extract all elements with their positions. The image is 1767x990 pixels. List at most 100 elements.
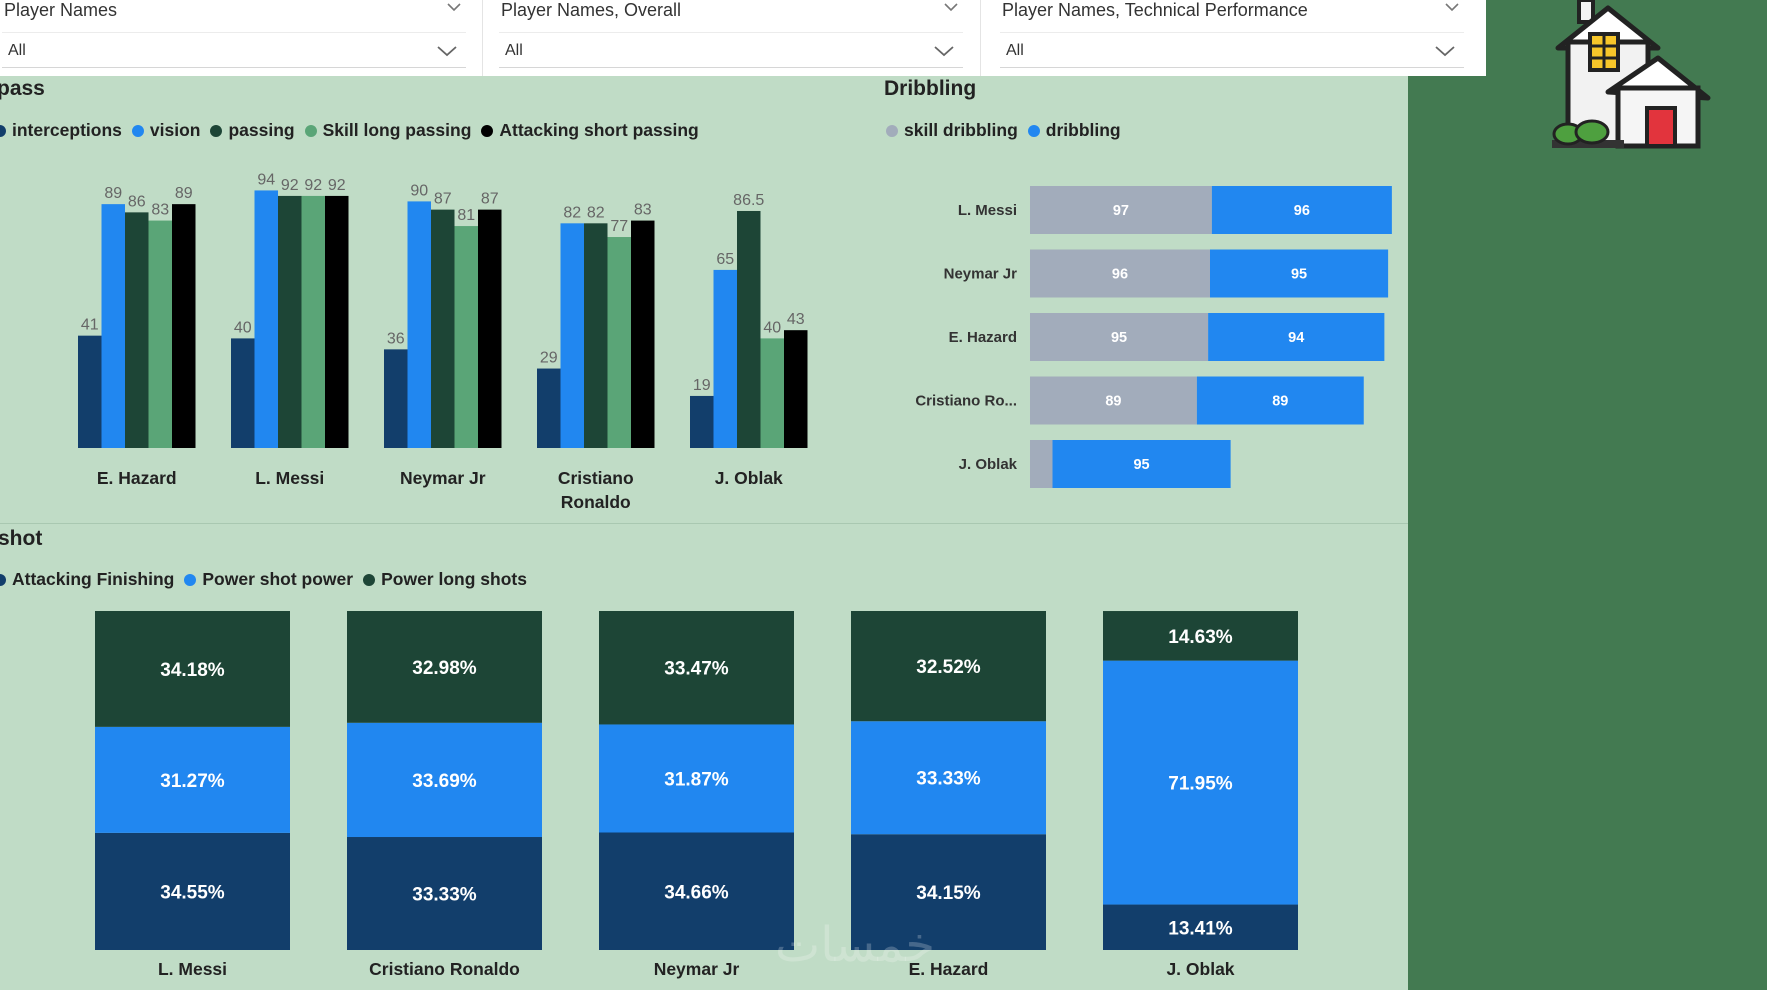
bar-attacking-short-passing-j-oblak[interactable]	[784, 330, 808, 448]
bar-skill-long-passing-j-oblak[interactable]	[760, 338, 785, 448]
slicer-dropdown[interactable]: All	[2, 32, 466, 68]
shot-chart-title: shot	[0, 527, 43, 550]
bar-dribbling-cristiano-ro[interactable]	[1196, 376, 1364, 425]
right-panel	[1408, 0, 1767, 990]
data-label: 89	[1272, 394, 1288, 410]
bar-interceptions-e-hazard[interactable]	[78, 335, 102, 448]
pass-legend: interceptions vision passing Skill long pas…	[0, 120, 709, 141]
bar-skill-dribbling-j-oblak[interactable]	[1030, 440, 1053, 488]
chevron-down-icon[interactable]	[1434, 44, 1456, 58]
legend-item-vision[interactable]: vision	[131, 120, 200, 141]
shot-stacked-chart: 34.55% 31.27% 34.18% L. Messi 33.33% 33.69% 32…	[95, 611, 1298, 979]
bar-power-long-shots-neymar-jr[interactable]	[599, 611, 794, 725]
data-label: 81	[457, 207, 475, 224]
bar-passing-j-oblak[interactable]	[737, 210, 761, 448]
slicer-dropdown[interactable]: All	[1000, 32, 1464, 68]
bar-power-shot-power-e-hazard[interactable]	[851, 721, 1046, 835]
bar-skill-long-passing-cristiano-ronaldo[interactable]	[607, 237, 632, 448]
bar-interceptions-neymar-jr[interactable]	[384, 349, 408, 448]
data-label: 32.52%	[916, 657, 981, 678]
legend-item-attacking-short-passing[interactable]: Attacking short passing	[481, 120, 699, 141]
y-tick-label: L. Messi	[958, 202, 1017, 219]
slicer-title: Player Names	[4, 0, 118, 20]
slicer-title: Player Names, Technical Performance	[1002, 0, 1308, 20]
bar-skill-dribbling-cristiano-ro[interactable]	[1030, 376, 1197, 425]
chevron-down-icon[interactable]	[933, 44, 955, 58]
x-tick-label: L. Messi	[255, 468, 324, 488]
bar-attacking-short-passing-cristiano-ronaldo[interactable]	[631, 220, 655, 448]
x-tick-label: Neymar Jr	[654, 959, 740, 979]
data-label: 87	[434, 191, 452, 208]
x-tick-label: Neymar Jr	[400, 468, 486, 488]
bar-power-shot-power-l-messi[interactable]	[95, 726, 290, 833]
shot-legend: Attacking Finishing Power shot power Power…	[0, 569, 537, 590]
data-label: 90	[410, 182, 428, 199]
bar-power-long-shots-l-messi[interactable]	[95, 611, 290, 727]
bar-skill-dribbling-neymar-jr[interactable]	[1030, 249, 1210, 298]
data-label: 89	[1105, 394, 1121, 410]
bar-attacking-finishing-j-oblak[interactable]	[1103, 904, 1298, 950]
slicer-dropdown[interactable]: All	[499, 32, 963, 68]
legend-dot-icon	[0, 574, 6, 586]
bar-interceptions-cristiano-ronaldo[interactable]	[537, 368, 561, 448]
bar-interceptions-l-messi[interactable]	[231, 338, 255, 448]
data-label: 43	[787, 311, 805, 328]
data-label: 19	[693, 377, 711, 394]
bar-power-shot-power-j-oblak[interactable]	[1103, 660, 1298, 905]
legend-item-passing[interactable]: passing	[210, 120, 295, 141]
data-label: 31.27%	[160, 771, 225, 792]
bar-power-long-shots-j-oblak[interactable]	[1103, 611, 1298, 661]
chevron-down-icon[interactable]	[436, 44, 458, 58]
bar-attacking-finishing-e-hazard[interactable]	[851, 834, 1046, 950]
bar-skill-long-passing-e-hazard[interactable]	[148, 220, 173, 448]
legend-item-skill-dribbling[interactable]: skill dribbling	[886, 120, 1018, 141]
legend-item-power-shot-power[interactable]: Power shot power	[184, 569, 353, 590]
data-label: 82	[587, 204, 605, 221]
bar-attacking-finishing-l-messi[interactable]	[95, 832, 290, 950]
bar-skill-dribbling-l-messi[interactable]	[1030, 186, 1212, 234]
bar-dribbling-e-hazard[interactable]	[1208, 313, 1385, 361]
bar-vision-l-messi[interactable]	[254, 190, 279, 448]
legend-item-attacking-finishing[interactable]: Attacking Finishing	[0, 569, 174, 590]
bar-vision-j-oblak[interactable]	[713, 269, 738, 448]
bar-power-shot-power-cristiano-ronaldo[interactable]	[347, 722, 542, 838]
data-label: 13.41%	[1168, 918, 1233, 939]
bar-skill-dribbling-e-hazard[interactable]	[1030, 313, 1209, 361]
bar-power-long-shots-cristiano-ronaldo[interactable]	[347, 611, 542, 723]
bar-power-long-shots-e-hazard[interactable]	[851, 611, 1046, 722]
data-label: 33.69%	[412, 771, 477, 792]
bar-vision-neymar-jr[interactable]	[407, 201, 432, 448]
bar-passing-e-hazard[interactable]	[125, 212, 149, 448]
bar-attacking-short-passing-l-messi[interactable]	[325, 195, 349, 448]
data-label: 40	[763, 319, 781, 336]
bar-dribbling-neymar-jr[interactable]	[1210, 249, 1389, 298]
data-label: 77	[610, 218, 628, 235]
bar-dribbling-l-messi[interactable]	[1211, 186, 1392, 234]
bar-vision-cristiano-ronaldo[interactable]	[560, 223, 585, 448]
bar-attacking-finishing-neymar-jr[interactable]	[599, 832, 794, 950]
bar-passing-l-messi[interactable]	[278, 195, 302, 448]
bar-attacking-short-passing-e-hazard[interactable]	[172, 204, 196, 448]
bar-power-shot-power-neymar-jr[interactable]	[599, 724, 794, 833]
legend-item-power-long-shots[interactable]: Power long shots	[363, 569, 527, 590]
legend-item-dribbling[interactable]: dribbling	[1027, 120, 1121, 141]
legend-item-interceptions[interactable]: interceptions	[0, 120, 122, 141]
bar-passing-cristiano-ronaldo[interactable]	[584, 223, 608, 448]
x-tick-label: Cristiano Ronaldo	[369, 959, 520, 979]
bar-attacking-finishing-cristiano-ronaldo[interactable]	[347, 837, 542, 950]
bar-vision-e-hazard[interactable]	[101, 204, 126, 448]
bar-skill-long-passing-neymar-jr[interactable]	[454, 226, 479, 448]
data-label: 89	[104, 185, 122, 202]
bar-skill-long-passing-l-messi[interactable]	[301, 195, 326, 448]
bar-interceptions-j-oblak[interactable]	[690, 395, 714, 448]
bar-dribbling-j-oblak[interactable]	[1052, 440, 1231, 488]
chevron-up-icon[interactable]	[1444, 1, 1460, 13]
data-label: 34.66%	[664, 882, 729, 903]
bar-attacking-short-passing-neymar-jr[interactable]	[478, 209, 502, 448]
house-icon[interactable]	[1552, 0, 1712, 152]
legend-item-skill-long-passing[interactable]: Skill long passing	[304, 120, 471, 141]
legend-dot-icon	[0, 125, 6, 137]
chevron-up-icon[interactable]	[943, 1, 959, 13]
bar-passing-neymar-jr[interactable]	[431, 209, 455, 448]
chevron-up-icon[interactable]	[446, 1, 462, 13]
